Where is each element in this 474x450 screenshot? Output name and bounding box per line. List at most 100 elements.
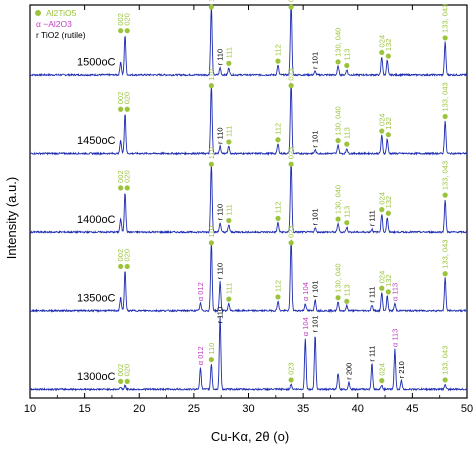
peak-label: 110 (207, 343, 216, 355)
al2tio5-peak-marker (226, 60, 232, 66)
al2tio5-peak-marker (335, 59, 341, 65)
al2tio5-peak-marker (385, 132, 391, 138)
peak-label: 112 (273, 44, 282, 56)
al2tio5-peak-marker (226, 296, 232, 302)
peak-label: 002 (116, 13, 125, 26)
peak-label: r 110 (216, 49, 225, 66)
al2tio5-peak-marker (442, 377, 448, 383)
xrd-trace (29, 82, 468, 157)
legend-text: α −Al2O3 (36, 19, 72, 29)
peak-label: 020 (123, 249, 132, 262)
peak-label: 020 (123, 170, 132, 183)
peak-label: 020 (123, 364, 132, 377)
peak-label: r 101 (311, 130, 320, 147)
peak-label: 111 (224, 283, 233, 294)
al2tio5-peak-marker (288, 161, 294, 167)
al2tio5-peak-marker (208, 356, 214, 363)
peak-label: 020 (123, 92, 132, 105)
peak-label: 130, 040 (334, 185, 343, 214)
peak-label: 132 (384, 39, 393, 52)
al2tio5-peak-marker (385, 289, 391, 295)
peak-label: 113 (342, 284, 351, 296)
peak-label: 023 (287, 225, 296, 238)
al2tio5-peak-marker (118, 263, 124, 270)
peak-label: 024 (377, 114, 386, 127)
al2tio5-peak-marker (226, 139, 232, 145)
peak-label: 132 (384, 196, 393, 209)
al2tio5-peak-marker (208, 83, 214, 89)
peak-label: 133, 043 (441, 82, 450, 111)
peak-label: 112 (273, 280, 282, 292)
al2tio5-peak-marker (275, 294, 281, 300)
peak-label: r 110 (216, 204, 225, 221)
al2tio5-peak-marker (208, 161, 214, 167)
al2tio5-peak-marker (208, 240, 214, 246)
peak-label: 020 (123, 13, 132, 26)
al2tio5-peak-marker (344, 298, 350, 304)
peak-label: r 200 (345, 363, 354, 380)
al2tio5-peak-marker (344, 62, 350, 69)
peak-label: α 113 (390, 329, 399, 347)
peak-label: 024 (377, 35, 386, 48)
peak-label: r 110 (216, 307, 225, 324)
al2tio5-peak-marker (442, 113, 448, 120)
al2tio5-peak-marker (379, 207, 385, 213)
peak-label: r 110 (216, 127, 225, 144)
al2tio5-peak-marker (275, 215, 281, 221)
x-tick-label: 45 (406, 403, 418, 415)
al2tio5-peak-marker (442, 35, 448, 41)
peak-label: 133, 043 (441, 240, 450, 269)
al2tio5-peak-marker (226, 217, 232, 224)
peak-label: 111 (224, 126, 233, 137)
legend-item: α −Al2O3 (36, 19, 72, 29)
al2tio5-peak-marker (118, 185, 124, 191)
peak-label: 113 (342, 206, 351, 218)
y-axis-title: Intensity (a.u.) (4, 177, 19, 259)
peak-label: 024 (377, 192, 386, 205)
al2tio5-peak-marker (118, 106, 124, 112)
legend-circle-icon (35, 10, 41, 16)
peak-label: 112 (273, 123, 282, 135)
temperature-label: 1450oC (77, 135, 116, 147)
xrd-trace (29, 316, 468, 392)
x-tick-label: 35 (297, 403, 309, 415)
peak-label: 024 (377, 363, 386, 376)
x-axis-title: Cu-Kα, 2θ (o) (211, 429, 289, 444)
peak-label: 130, 040 (334, 28, 343, 57)
peak-label: 111 (224, 204, 233, 215)
legend-item: r TiO2 (rutile) (36, 30, 86, 40)
al2tio5-peak-marker (442, 192, 448, 198)
peak-label: r 111 (367, 346, 376, 362)
peak-label: 002 (116, 249, 125, 262)
peak-label: 133, 043 (441, 346, 450, 375)
temperature-label: 1300oC (77, 371, 116, 383)
peak-label: r 111 (367, 210, 376, 226)
peak-label: 133, 043 (441, 161, 450, 190)
al2tio5-peak-marker (118, 378, 124, 384)
al2tio5-peak-marker (385, 210, 391, 216)
al2tio5-peak-marker (288, 377, 294, 383)
peak-label: 112 (273, 201, 282, 213)
x-tick-label: 15 (79, 403, 91, 415)
al2tio5-peak-marker (344, 220, 350, 226)
peak-label: 110 (207, 226, 216, 238)
al2tio5-peak-marker (124, 106, 130, 112)
temperature-label: 1350oC (77, 292, 116, 304)
legend-item: Al2TiO5 (35, 8, 77, 18)
peak-label: 002 (116, 92, 125, 105)
al2tio5-peak-marker (335, 295, 341, 301)
al2tio5-peak-marker (344, 141, 350, 147)
x-tick-label: 30 (242, 403, 254, 415)
legend-text: r TiO2 (rutile) (36, 30, 86, 40)
al2tio5-peak-marker (335, 216, 341, 222)
peak-label: α 104 (301, 282, 310, 301)
peak-label: α 012 (196, 282, 205, 301)
temperature-label: 1400oC (77, 214, 116, 226)
peak-label: 113 (342, 127, 351, 139)
x-tick-label: 40 (352, 403, 364, 415)
x-tick-label: 20 (133, 403, 145, 415)
